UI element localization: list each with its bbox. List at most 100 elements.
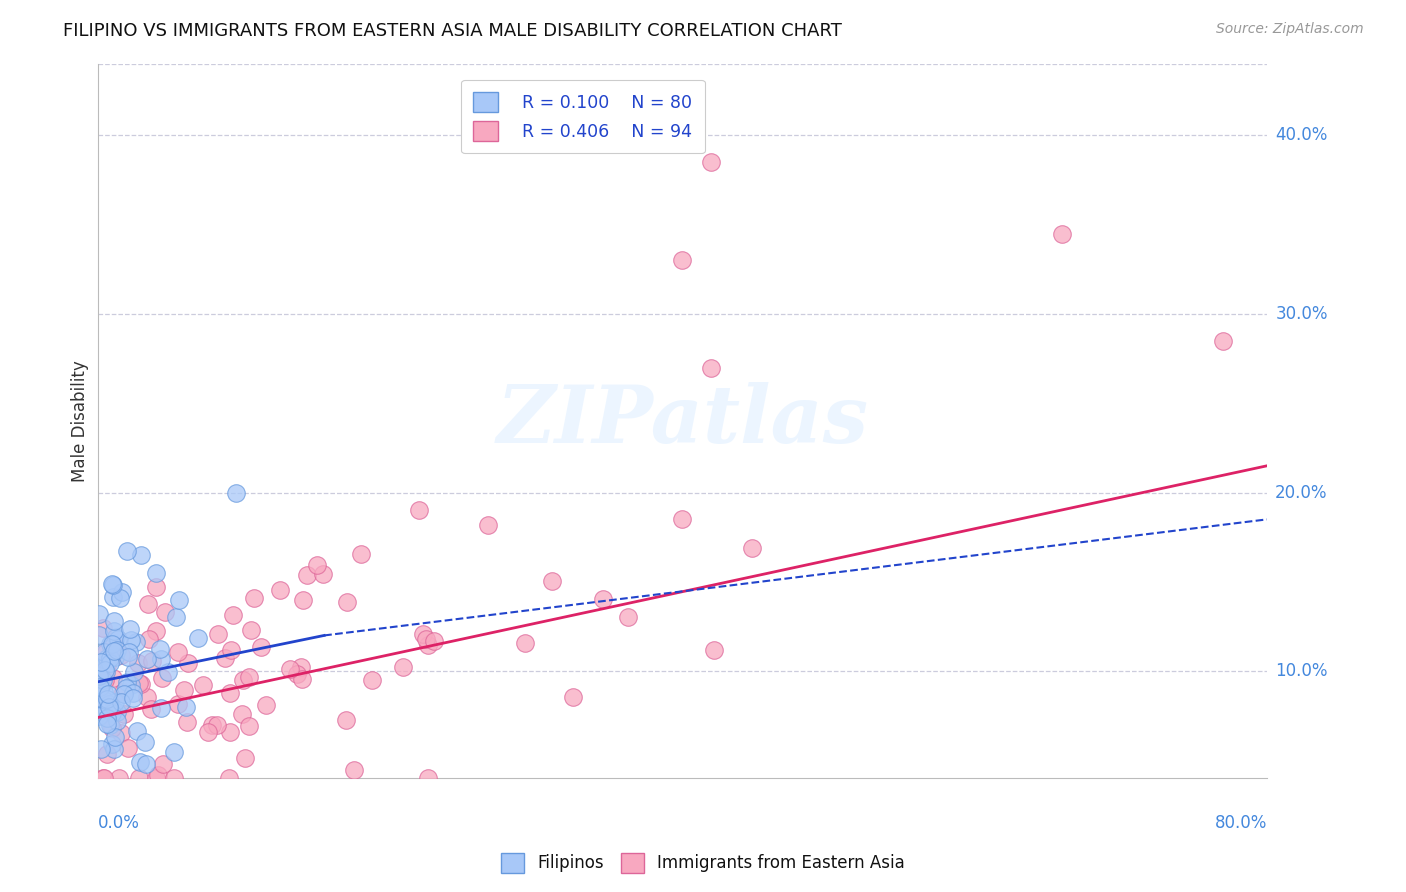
Point xyxy=(214,651,236,665)
Legend: Filipinos, Immigrants from Eastern Asia: Filipinos, Immigrants from Eastern Asia xyxy=(494,847,912,880)
Point xyxy=(93,684,115,698)
Point xyxy=(169,592,191,607)
Point xyxy=(1052,227,1074,241)
Point xyxy=(343,764,366,778)
Point xyxy=(280,662,302,676)
Point xyxy=(122,691,145,706)
Point xyxy=(94,656,117,670)
Point xyxy=(197,725,219,739)
Legend:   R = 0.100    N = 80,   R = 0.406    N = 94: R = 0.100 N = 80, R = 0.406 N = 94 xyxy=(461,80,704,153)
Point xyxy=(91,772,114,786)
Point xyxy=(155,605,177,619)
Point xyxy=(96,657,118,672)
Point xyxy=(149,642,172,657)
Point xyxy=(295,568,318,582)
Point xyxy=(120,622,142,636)
Point xyxy=(145,566,167,580)
Point xyxy=(207,626,229,640)
Point xyxy=(100,737,122,751)
Point xyxy=(671,512,693,526)
Point xyxy=(96,711,118,725)
Point xyxy=(103,639,125,653)
Point xyxy=(138,632,160,647)
Text: 0.0%: 0.0% xyxy=(97,814,139,832)
Point xyxy=(94,665,117,679)
Point xyxy=(93,621,115,635)
Point xyxy=(93,692,115,706)
Text: 80.0%: 80.0% xyxy=(1215,814,1267,832)
Point xyxy=(291,593,314,607)
Point xyxy=(104,695,127,709)
Point xyxy=(163,745,186,759)
Point xyxy=(141,702,163,716)
Point xyxy=(111,585,134,599)
Point xyxy=(101,671,124,685)
Point xyxy=(187,632,209,646)
Point xyxy=(89,680,111,694)
Point xyxy=(671,253,693,268)
Point xyxy=(141,654,163,668)
Point xyxy=(149,701,172,715)
Point xyxy=(513,635,536,649)
Text: 40.0%: 40.0% xyxy=(1275,127,1327,145)
Point xyxy=(96,651,118,665)
Point xyxy=(96,717,118,731)
Point xyxy=(110,695,132,709)
Point xyxy=(145,772,167,786)
Point xyxy=(103,614,125,628)
Point xyxy=(219,686,242,700)
Point xyxy=(89,692,111,706)
Point xyxy=(145,624,167,639)
Point xyxy=(131,548,153,562)
Point xyxy=(1212,334,1234,348)
Y-axis label: Male Disability: Male Disability xyxy=(72,360,89,482)
Point xyxy=(103,702,125,716)
Point xyxy=(98,697,121,711)
Point xyxy=(145,580,167,594)
Point xyxy=(592,592,614,607)
Point xyxy=(136,597,159,611)
Point xyxy=(117,675,139,690)
Point xyxy=(125,635,148,649)
Point xyxy=(101,577,124,591)
Text: Source: ZipAtlas.com: Source: ZipAtlas.com xyxy=(1216,22,1364,37)
Point xyxy=(703,643,725,657)
Point xyxy=(235,751,257,765)
Point xyxy=(219,643,242,657)
Point xyxy=(232,673,254,688)
Point xyxy=(103,741,125,756)
Text: ZIPatlas: ZIPatlas xyxy=(496,383,869,460)
Point xyxy=(103,624,125,638)
Point xyxy=(416,772,439,786)
Point xyxy=(87,709,110,723)
Point xyxy=(307,558,329,573)
Point xyxy=(104,644,127,658)
Point xyxy=(222,608,245,623)
Point xyxy=(311,567,333,582)
Point xyxy=(101,706,124,720)
Point xyxy=(136,652,159,666)
Point xyxy=(415,632,437,646)
Point xyxy=(127,656,149,670)
Point xyxy=(422,633,444,648)
Point xyxy=(96,645,118,659)
Point xyxy=(269,583,291,598)
Point xyxy=(238,670,260,684)
Point xyxy=(219,725,242,739)
Point xyxy=(118,645,141,659)
Point xyxy=(120,678,142,692)
Point xyxy=(96,747,118,762)
Point xyxy=(176,714,198,729)
Point xyxy=(360,673,382,688)
Point xyxy=(110,648,132,662)
Point xyxy=(108,591,131,606)
Point xyxy=(152,756,174,771)
Point xyxy=(98,718,121,732)
Point xyxy=(240,624,263,638)
Point xyxy=(115,544,138,558)
Point xyxy=(96,703,118,717)
Point xyxy=(225,485,247,500)
Point xyxy=(156,665,179,679)
Point xyxy=(104,730,127,744)
Point xyxy=(87,669,110,683)
